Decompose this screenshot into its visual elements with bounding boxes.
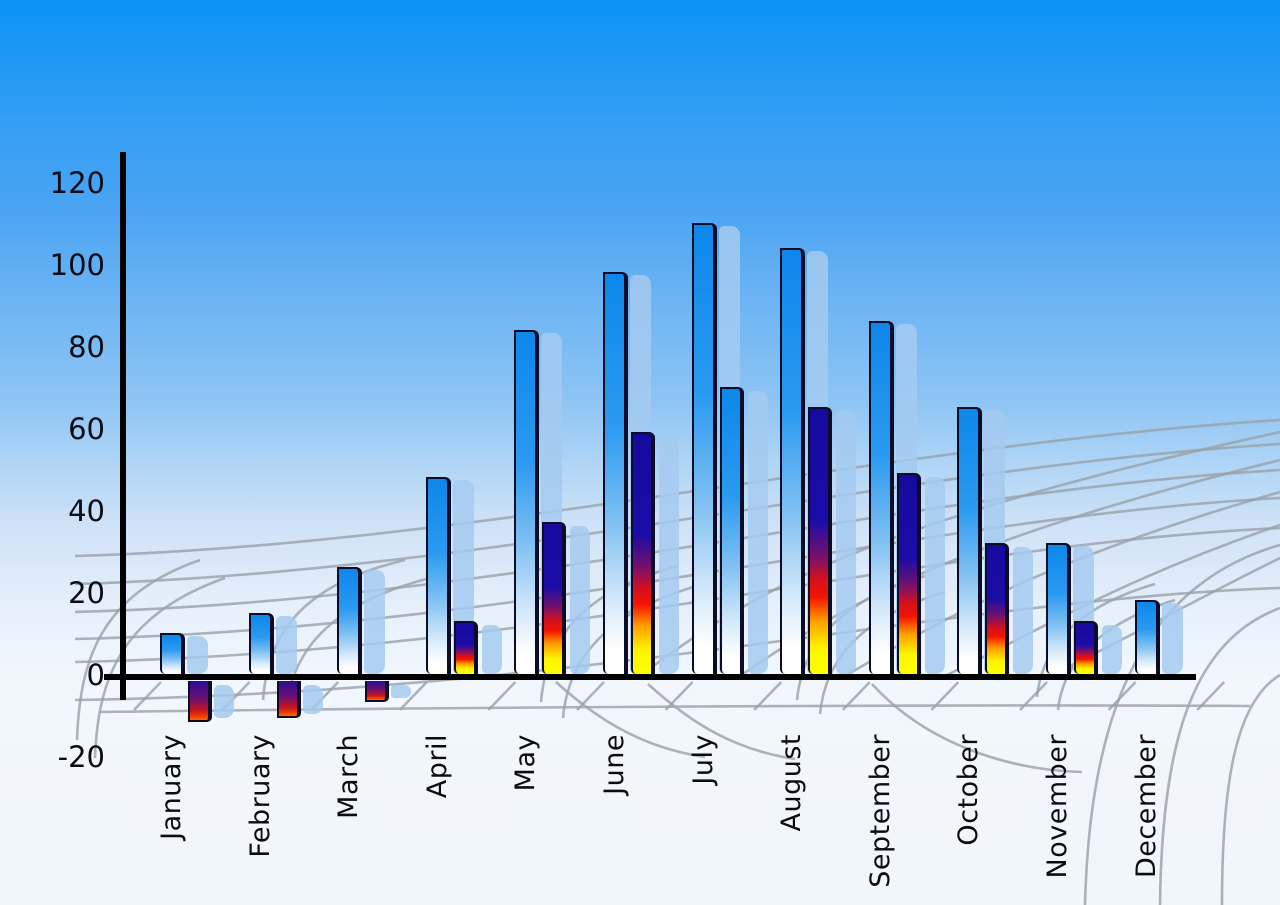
bar-june-primary xyxy=(603,272,628,674)
month-label-december: December xyxy=(1131,734,1162,879)
bar-shadow-june-secondary xyxy=(659,436,679,674)
month-label-august: August xyxy=(776,734,807,832)
y-tick-label--20: -20 xyxy=(57,740,105,774)
bar-shadow-october-secondary xyxy=(1013,547,1033,674)
bar-shadow-november-secondary xyxy=(1102,625,1122,674)
bar-shadow-january-primary xyxy=(187,636,208,674)
bar-shadow-may-secondary xyxy=(570,526,590,674)
bar-august-secondary xyxy=(808,407,832,674)
month-label-february: February xyxy=(245,734,276,858)
bar-october-secondary xyxy=(985,543,1009,674)
bar-shadow-february-primary xyxy=(276,616,297,674)
bar-august-primary xyxy=(780,248,805,674)
bar-july-secondary xyxy=(720,387,744,674)
month-label-march: March xyxy=(333,734,364,819)
bar-shadow-august-secondary xyxy=(836,411,856,674)
bar-march-secondary xyxy=(365,681,389,702)
y-tick-label-40: 40 xyxy=(68,494,105,528)
month-label-july: July xyxy=(688,734,719,785)
month-label-september: September xyxy=(865,734,896,888)
y-tick-label-20: 20 xyxy=(68,576,105,610)
bar-july-primary xyxy=(692,223,717,674)
bar-april-secondary xyxy=(454,621,478,674)
bar-september-primary xyxy=(869,321,894,674)
bar-october-primary xyxy=(957,407,982,674)
month-label-april: April xyxy=(422,734,453,799)
x-axis-baseline xyxy=(104,674,1196,680)
bar-shadow-february-secondary xyxy=(303,685,323,714)
bar-may-primary xyxy=(514,330,539,674)
y-tick-label-60: 60 xyxy=(68,412,105,446)
bar-shadow-january-secondary xyxy=(214,685,234,718)
month-label-june: June xyxy=(599,734,630,795)
month-label-january: January xyxy=(156,734,187,840)
bar-shadow-september-secondary xyxy=(925,477,945,674)
bar-february-secondary xyxy=(277,681,301,718)
bar-september-secondary xyxy=(897,473,921,674)
bar-november-secondary xyxy=(1074,621,1098,674)
bar-shadow-april-secondary xyxy=(482,625,502,674)
bar-shadow-july-secondary xyxy=(748,391,768,674)
bar-shadow-march-secondary xyxy=(391,685,411,698)
bar-june-secondary xyxy=(631,432,655,674)
y-tick-label-80: 80 xyxy=(68,330,105,364)
bar-shadow-december-primary xyxy=(1162,603,1183,674)
bar-february-primary xyxy=(249,613,274,674)
bar-december-primary xyxy=(1135,600,1160,674)
bar-april-primary xyxy=(426,477,451,674)
bar-november-primary xyxy=(1046,543,1071,674)
month-label-may: May xyxy=(510,734,541,792)
y-tick-label-100: 100 xyxy=(49,248,105,282)
bar-march-primary xyxy=(337,567,362,674)
bar-january-primary xyxy=(160,633,185,674)
y-tick-label-0: 0 xyxy=(86,658,105,692)
month-label-november: November xyxy=(1042,734,1073,879)
y-axis-line xyxy=(120,152,126,700)
bar-january-secondary xyxy=(188,681,212,722)
bar-may-secondary xyxy=(542,522,566,674)
bar-shadow-march-primary xyxy=(364,570,385,674)
month-label-october: October xyxy=(953,734,984,846)
y-tick-label-120: 120 xyxy=(49,166,105,200)
